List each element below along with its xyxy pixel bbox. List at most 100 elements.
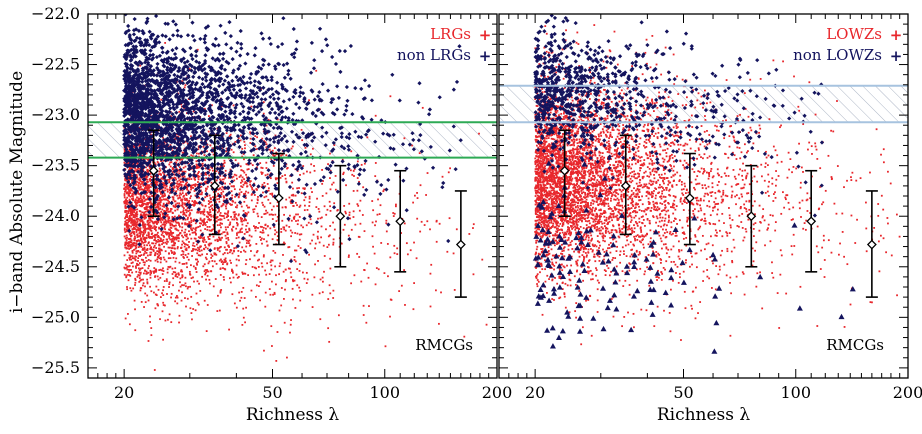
data-point <box>193 201 195 204</box>
data-point <box>206 228 209 231</box>
data-point <box>143 217 146 220</box>
data-point <box>144 250 146 253</box>
data-point <box>157 288 160 291</box>
data-point <box>141 224 144 226</box>
data-point <box>146 189 149 191</box>
data-point <box>333 144 336 147</box>
data-point <box>242 153 245 155</box>
data-point <box>274 229 277 232</box>
data-point <box>138 254 140 257</box>
data-point <box>276 148 281 153</box>
data-point <box>197 172 199 175</box>
data-point <box>157 255 160 258</box>
data-point <box>139 242 142 245</box>
data-point <box>241 155 244 158</box>
data-point <box>144 138 147 141</box>
data-point <box>168 283 171 286</box>
data-point <box>374 283 377 286</box>
data-point <box>221 56 226 61</box>
data-point <box>187 252 190 255</box>
data-point <box>302 226 304 229</box>
data-point <box>163 258 166 261</box>
data-point <box>472 227 474 229</box>
data-point <box>143 252 146 255</box>
data-point <box>420 220 423 223</box>
data-point <box>180 269 183 271</box>
data-point <box>143 248 146 250</box>
data-point <box>264 212 267 215</box>
data-point <box>265 209 267 212</box>
data-point <box>175 178 177 181</box>
data-point <box>332 297 335 299</box>
data-point <box>128 36 133 42</box>
data-point <box>175 224 177 227</box>
data-point <box>138 161 143 166</box>
data-point <box>209 144 212 147</box>
data-point <box>163 192 166 195</box>
data-point <box>385 222 388 225</box>
data-point <box>221 263 224 266</box>
data-point <box>246 242 248 244</box>
data-point <box>213 73 219 78</box>
data-point <box>205 271 207 274</box>
data-point <box>407 142 412 147</box>
data-point <box>172 256 175 259</box>
data-point <box>194 237 197 240</box>
data-point <box>156 205 158 208</box>
data-point <box>196 183 199 186</box>
data-point <box>230 228 233 231</box>
data-point <box>160 230 163 232</box>
data-point <box>191 318 193 321</box>
data-point <box>181 226 184 229</box>
data-point <box>150 133 152 136</box>
data-point <box>132 145 135 148</box>
data-point <box>305 102 310 107</box>
data-point <box>195 226 198 229</box>
data-point <box>335 189 340 194</box>
data-point <box>129 172 132 174</box>
data-point <box>276 118 279 121</box>
data-point <box>301 271 304 274</box>
data-point <box>131 181 134 184</box>
data-point <box>440 291 442 294</box>
data-point <box>171 238 173 241</box>
data-point <box>126 145 129 148</box>
data-point <box>187 98 190 100</box>
data-point <box>224 259 227 262</box>
data-point <box>158 226 160 229</box>
data-point <box>243 158 245 161</box>
data-point <box>359 86 364 91</box>
data-point <box>154 54 159 60</box>
data-point <box>151 232 154 235</box>
data-point <box>246 231 249 233</box>
data-point <box>132 265 134 268</box>
data-point <box>124 241 127 244</box>
data-point <box>164 42 167 44</box>
data-point <box>273 291 276 294</box>
data-point <box>229 46 234 51</box>
data-point <box>139 228 142 231</box>
data-point <box>206 247 209 250</box>
data-point <box>206 274 209 277</box>
data-point <box>161 232 164 234</box>
data-point <box>219 222 222 225</box>
data-point <box>171 273 174 275</box>
data-point <box>201 210 203 213</box>
data-point <box>196 263 198 266</box>
data-point <box>224 182 227 185</box>
data-point <box>199 246 201 249</box>
data-point <box>192 248 195 250</box>
data-point <box>225 241 228 243</box>
data-point <box>177 272 180 275</box>
data-point <box>248 227 251 230</box>
data-point <box>142 229 145 232</box>
data-point <box>144 256 147 259</box>
data-point <box>440 185 445 190</box>
data-point <box>144 239 147 242</box>
data-point <box>207 243 210 246</box>
data-point <box>356 203 359 206</box>
data-point <box>181 234 183 237</box>
data-point <box>228 251 231 254</box>
data-point <box>149 229 152 231</box>
data-point <box>159 276 162 279</box>
